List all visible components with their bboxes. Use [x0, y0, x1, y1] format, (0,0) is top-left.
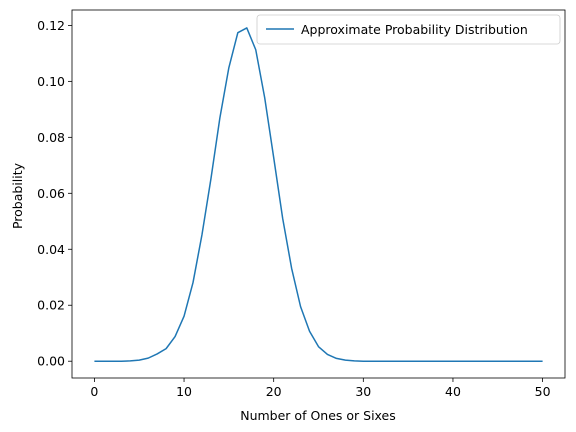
x-tick-label: 0	[90, 384, 98, 399]
x-tick-label: 40	[445, 384, 461, 399]
series-layer	[94, 27, 543, 362]
axes-frame	[71, 9, 566, 379]
series-line	[94, 27, 543, 362]
y-tick-label: 0.08	[37, 130, 65, 145]
legend: Approximate Probability Distribution	[256, 14, 561, 45]
y-tick-label: 0.00	[37, 354, 65, 369]
legend-label: Approximate Probability Distribution	[301, 22, 528, 37]
legend-box	[256, 14, 561, 45]
axis-ticks: 0 10 20 30 40 50 0.00 0.02 0.04 0.06 0.08 0.10 0.12	[37, 18, 550, 399]
y-axis-label: Probability	[10, 162, 25, 229]
y-tick-label: 0.02	[37, 298, 65, 313]
y-tick-label: 0.04	[37, 242, 65, 257]
y-tick-label: 0.06	[37, 186, 65, 201]
x-tick-label: 30	[355, 384, 371, 399]
y-tick-label: 0.10	[37, 74, 65, 89]
x-tick-label: 50	[535, 384, 551, 399]
x-tick-label: 20	[266, 384, 282, 399]
y-tick-label: 0.12	[37, 18, 65, 33]
x-axis-label: Number of Ones or Sixes	[240, 408, 396, 423]
x-tick-label: 10	[176, 384, 192, 399]
